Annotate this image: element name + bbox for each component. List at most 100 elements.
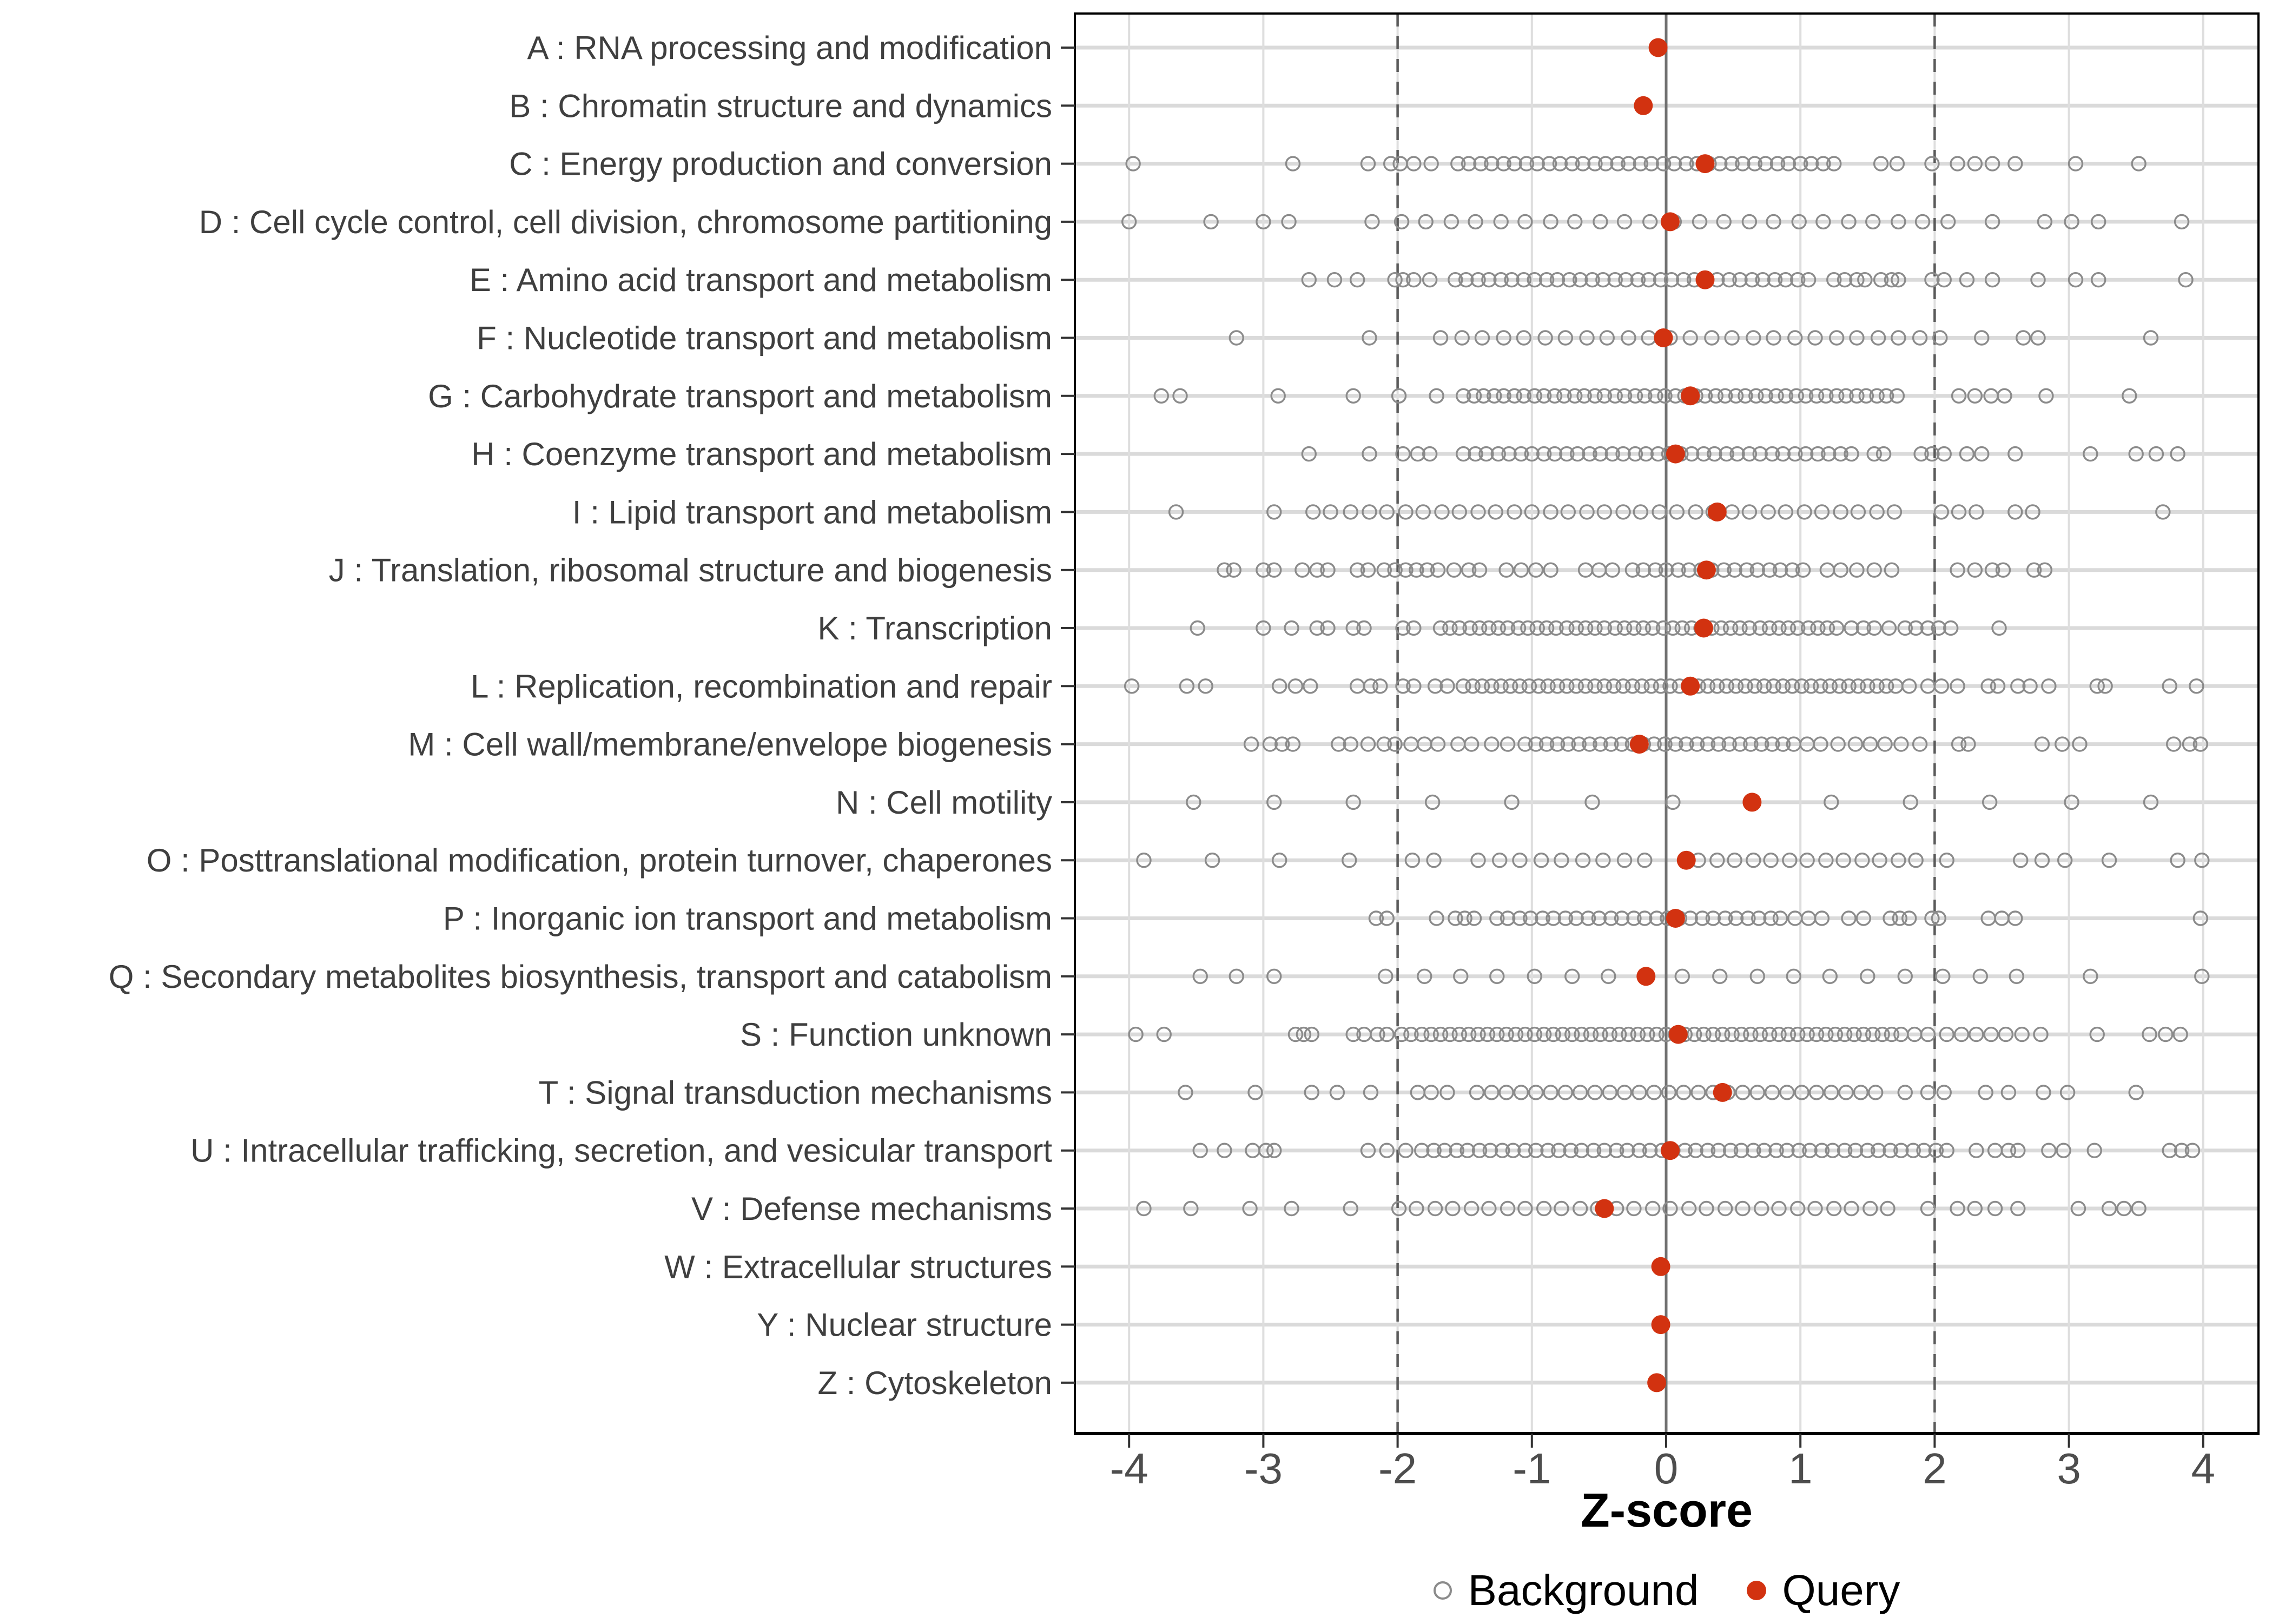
background-point (1484, 156, 1500, 171)
background-point (1764, 736, 1780, 752)
background-point (1523, 910, 1538, 926)
background-point (1500, 1200, 1516, 1217)
background-point (1658, 562, 1674, 578)
background-point (1940, 214, 1956, 230)
background-point (1875, 446, 1892, 462)
background-point (1607, 272, 1623, 288)
background-point (1626, 620, 1642, 636)
background-point (1376, 562, 1392, 578)
background-point (1931, 910, 1947, 926)
background-point (1423, 1026, 1439, 1042)
background-point (1618, 272, 1634, 288)
background-point (1833, 562, 1848, 578)
background-point (1688, 504, 1703, 520)
background-point (1785, 678, 1800, 694)
background-point (1493, 272, 1509, 288)
background-point (1865, 214, 1881, 230)
background-point (1694, 910, 1710, 926)
background-point (1939, 1143, 1954, 1158)
background-point (1395, 446, 1411, 462)
background-point (1451, 620, 1467, 636)
background-point (1749, 1085, 1765, 1100)
query-point (1648, 38, 1668, 57)
background-point (2010, 1143, 2026, 1158)
background-point (2192, 736, 2209, 752)
background-point (1860, 968, 1875, 985)
background-point (1790, 1026, 1806, 1042)
background-point (1712, 968, 1728, 985)
background-point (1886, 504, 1903, 520)
background-point (2000, 1085, 2017, 1100)
background-point (2034, 852, 2050, 868)
background-point (1825, 1143, 1840, 1158)
background-point (1747, 156, 1763, 171)
background-point (1633, 156, 1649, 171)
background-point (2122, 388, 2137, 404)
background-point (1136, 1200, 1152, 1217)
query-point (1676, 850, 1696, 870)
background-point (1709, 852, 1725, 868)
background-point (1972, 968, 1988, 985)
background-point (1575, 156, 1591, 171)
background-point (1508, 1026, 1524, 1042)
background-point (1323, 504, 1338, 520)
background-point (1372, 678, 1388, 694)
background-point (1722, 1143, 1739, 1158)
background-point (1674, 620, 1690, 636)
query-point (1696, 560, 1716, 580)
background-point (1838, 1085, 1854, 1100)
background-point (1815, 156, 1831, 171)
background-point (1379, 910, 1395, 926)
background-point (1676, 1085, 1692, 1100)
background-point (1516, 272, 1532, 288)
background-point (1153, 388, 1169, 404)
background-point (1959, 272, 1975, 288)
background-point (1870, 1143, 1886, 1158)
background-point (1646, 1085, 1662, 1100)
background-point (1478, 446, 1494, 462)
background-point (1908, 852, 1924, 868)
background-point (1432, 330, 1449, 346)
background-point (1125, 156, 1141, 171)
background-point (1458, 272, 1474, 288)
background-point (1624, 678, 1641, 694)
background-point (1256, 214, 1271, 230)
background-point (1345, 620, 1361, 636)
background-point (1345, 1026, 1361, 1042)
background-point (1533, 852, 1549, 868)
y-axis-label: P : Inorganic ion transport and metaboli… (443, 901, 1052, 937)
background-point (1517, 1200, 1533, 1217)
background-point (1862, 1200, 1878, 1217)
background-point (1326, 272, 1343, 288)
background-point (1749, 968, 1765, 985)
background-point (1821, 446, 1837, 462)
background-point (1616, 214, 1633, 230)
background-point (1824, 794, 1839, 810)
background-point (1884, 1026, 1900, 1042)
background-point (1877, 736, 1893, 752)
background-point (1587, 620, 1603, 636)
background-point (2116, 1200, 2132, 1217)
background-point (1766, 214, 1781, 230)
background-point (1504, 794, 1520, 810)
background-point (1271, 678, 1287, 694)
background-point (1785, 562, 1800, 578)
background-point (1470, 852, 1486, 868)
background-point (1527, 272, 1542, 288)
background-point (1747, 678, 1763, 694)
background-point (1368, 910, 1384, 926)
background-point (1741, 446, 1758, 462)
background-point (1924, 446, 1940, 462)
background-point (1637, 388, 1653, 404)
background-point (2041, 678, 2057, 694)
background-point (1537, 330, 1553, 346)
background-point (1470, 504, 1486, 520)
background-point (1755, 272, 1771, 288)
background-point (1614, 736, 1630, 752)
background-point (1398, 504, 1414, 520)
background-point (1510, 620, 1527, 636)
background-point (1763, 910, 1779, 926)
background-point (1967, 562, 1983, 578)
background-point (1855, 910, 1872, 926)
